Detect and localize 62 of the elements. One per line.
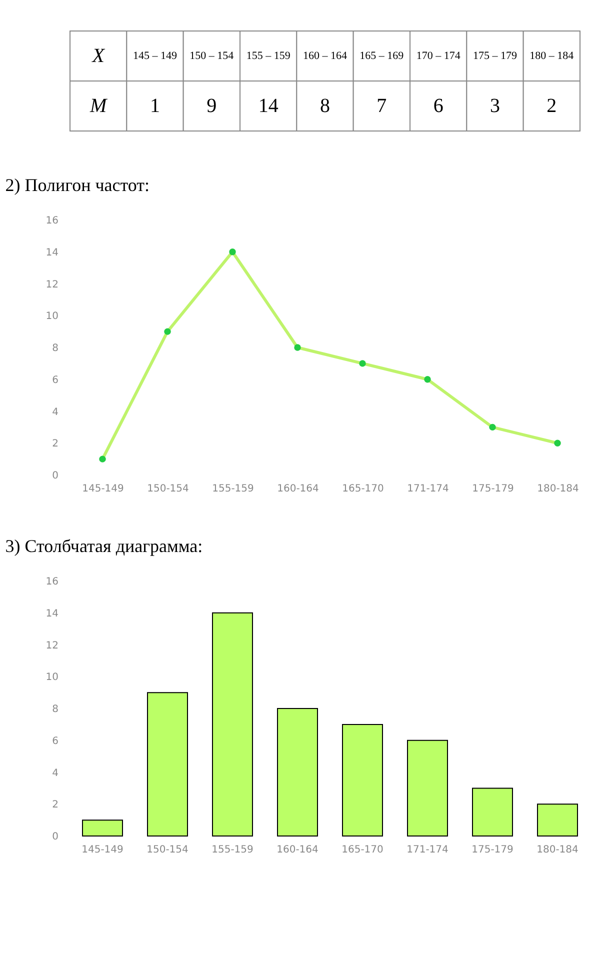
x-tick-label: 180-184 [536, 844, 578, 856]
x-tick-label: 145-149 [82, 844, 124, 856]
data-label: 14 [258, 95, 278, 117]
y-tick-label: 12 [46, 279, 58, 290]
x-tick-label: 160-164 [277, 484, 319, 494]
x-tick-label: 180-184 [537, 484, 579, 494]
bar [472, 788, 513, 836]
bar [342, 724, 383, 836]
data-label: 7 [376, 95, 387, 117]
chart-title: 2) Полигон частот: [5, 175, 150, 195]
y-tick-label: 4 [52, 768, 58, 779]
x-tick-label: 155-159 [212, 484, 254, 494]
y-tick-label: 10 [46, 311, 58, 322]
y-tick-label: 14 [46, 608, 58, 620]
x-tick-label: 150-154 [146, 844, 188, 856]
x-tick-label: 150-154 [147, 484, 189, 494]
y-tick-label: 12 [46, 640, 58, 652]
x-tick-label: 165-170 [342, 844, 384, 856]
y-tick-label: 2 [52, 800, 58, 811]
y-tick-label: 2 [52, 438, 58, 450]
data-label: 1 [150, 95, 160, 117]
y-tick-label: 8 [52, 704, 58, 715]
y-tick-label: 6 [52, 374, 58, 386]
category-label: 165 – 169 [360, 50, 404, 62]
category-label: 175 – 179 [473, 50, 518, 62]
category-label: 180 – 184 [530, 50, 574, 62]
y-tick-label: 10 [46, 672, 58, 684]
y-tick-label: 4 [52, 406, 58, 418]
data-label: 3 [490, 95, 500, 117]
x-tick-label: 160-164 [276, 844, 318, 856]
x-tick-label: 175-179 [472, 484, 514, 494]
category-label: 155 – 159 [246, 50, 291, 62]
bar [82, 820, 123, 836]
bar [147, 692, 188, 836]
bar [277, 708, 318, 836]
x-tick-label: 145-149 [82, 484, 124, 494]
x-tick-label: 155-159 [212, 844, 254, 856]
category-label: 160 – 164 [303, 50, 348, 62]
y-tick-label: 0 [52, 832, 58, 842]
x-tick-label: 171-174 [407, 484, 449, 494]
bar [212, 612, 253, 836]
y-tick-label: 8 [52, 343, 58, 354]
y-tick-label: 16 [46, 216, 58, 226]
data-label: 2 [546, 95, 557, 117]
text: M [88, 95, 108, 117]
text: X [91, 45, 106, 67]
x-tick-label: 165-170 [342, 484, 384, 494]
y-tick-label: 14 [46, 247, 58, 258]
data-label: 8 [320, 95, 330, 117]
data-label: 9 [206, 95, 217, 117]
category-label: 150 – 154 [190, 50, 234, 62]
y-tick-label: 6 [52, 736, 58, 747]
x-tick-label: 171-174 [406, 844, 448, 856]
bar [407, 740, 448, 836]
category-label: 170 – 174 [416, 50, 461, 62]
data-label: 6 [433, 95, 444, 117]
chart-title: 3) Столбчатая диаграмма: [5, 536, 203, 556]
y-tick-label: 0 [52, 470, 58, 482]
y-tick-label: 16 [46, 576, 58, 588]
category-label: 145 – 149 [133, 50, 178, 62]
x-tick-label: 175-179 [472, 844, 514, 856]
bar [537, 804, 578, 836]
